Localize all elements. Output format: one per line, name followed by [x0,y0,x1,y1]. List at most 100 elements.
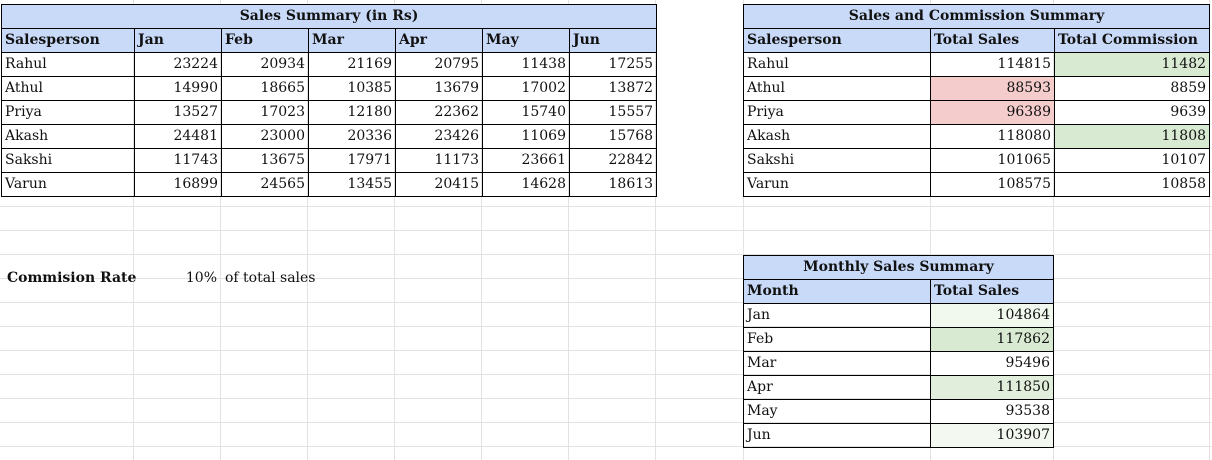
table-row: May 93538 [743,399,1054,424]
value-cell[interactable]: 15557 [568,100,658,125]
value-cell[interactable]: 15768 [568,124,658,149]
value-cell[interactable]: 96389 [930,100,1055,125]
value-cell[interactable]: 22842 [568,148,658,173]
value-cell[interactable]: 101065 [930,148,1055,173]
header-cell[interactable]: Jun [568,28,658,53]
value-cell[interactable]: 23000 [221,124,309,149]
value-cell[interactable]: 17002 [482,76,570,101]
value-cell[interactable]: 15740 [482,100,570,125]
value-cell[interactable]: 23661 [482,148,570,173]
value-cell[interactable]: 11743 [134,148,222,173]
value-cell[interactable]: 111850 [930,375,1054,400]
header-cell[interactable]: May [482,28,570,53]
table-row: Priya 96389 9639 [743,100,1211,125]
value-cell[interactable]: 17971 [308,148,396,173]
value-cell[interactable]: 20415 [395,172,483,197]
value-cell[interactable]: 88593 [930,76,1055,101]
value-cell[interactable]: 20795 [395,52,483,77]
value-cell[interactable]: 13675 [221,148,309,173]
row-label-cell[interactable]: Akash [1,124,135,149]
header-cell[interactable]: Salesperson [743,28,931,53]
value-cell[interactable]: 13527 [134,100,222,125]
value-cell[interactable]: 118080 [930,124,1055,149]
header-cell[interactable]: Apr [395,28,483,53]
table-row: Feb 117862 [743,327,1054,352]
value-cell[interactable]: 10858 [1053,172,1211,197]
monthly-summary-title[interactable]: Monthly Sales Summary [743,255,1054,280]
value-cell[interactable]: 20336 [308,124,396,149]
header-cell[interactable]: Total Commission [1053,28,1211,53]
value-cell[interactable]: 11173 [395,148,483,173]
commission-rate-value[interactable]: 10% [185,270,217,286]
row-label-cell[interactable]: Jan [743,303,931,328]
table-row: Akash 118080 11808 [743,124,1211,149]
value-cell[interactable]: 13679 [395,76,483,101]
value-cell[interactable]: 21169 [308,52,396,77]
value-cell[interactable]: 10385 [308,76,396,101]
row-label-cell[interactable]: Jun [743,423,931,448]
value-cell[interactable]: 95496 [930,351,1054,376]
value-cell[interactable]: 13872 [568,76,658,101]
table-row: Rahul 23224 20934 21169 20795 11438 17255 [1,52,658,77]
row-label-cell[interactable]: Feb [743,327,931,352]
row-label-cell[interactable]: Sakshi [1,148,135,173]
monthly-summary-header-row: Month Total Sales [743,279,1054,304]
row-label-cell[interactable]: Akash [743,124,931,149]
table-row: Mar 95496 [743,351,1054,376]
value-cell[interactable]: 117862 [930,327,1054,352]
value-cell[interactable]: 93538 [930,399,1054,424]
value-cell[interactable]: 17255 [568,52,658,77]
value-cell[interactable]: 24481 [134,124,222,149]
row-label-cell[interactable]: Rahul [743,52,931,77]
header-cell[interactable]: Salesperson [1,28,135,53]
row-label-cell[interactable]: Athul [743,76,931,101]
value-cell[interactable]: 17023 [221,100,309,125]
value-cell[interactable]: 13455 [308,172,396,197]
table-row: Rahul 114815 11482 [743,52,1211,77]
value-cell[interactable]: 24565 [221,172,309,197]
value-cell[interactable]: 8859 [1053,76,1211,101]
row-label-cell[interactable]: Priya [1,100,135,125]
row-label-cell[interactable]: Athul [1,76,135,101]
row-label-cell[interactable]: Rahul [1,52,135,77]
value-cell[interactable]: 20934 [221,52,309,77]
value-cell[interactable]: 11808 [1053,124,1211,149]
header-cell[interactable]: Total Sales [930,28,1055,53]
value-cell[interactable]: 104864 [930,303,1054,328]
header-cell[interactable]: Month [743,279,931,304]
value-cell[interactable]: 14990 [134,76,222,101]
value-cell[interactable]: 103907 [930,423,1054,448]
value-cell[interactable]: 18613 [568,172,658,197]
row-label-cell[interactable]: Varun [1,172,135,197]
value-cell[interactable]: 12180 [308,100,396,125]
value-cell[interactable]: 18665 [221,76,309,101]
header-cell[interactable]: Jan [134,28,222,53]
row-label-cell[interactable]: May [743,399,931,424]
row-label-cell[interactable]: Varun [743,172,931,197]
commission-rate-note[interactable]: of total sales [225,270,316,286]
row-label-cell[interactable]: Apr [743,375,931,400]
value-cell[interactable]: 22362 [395,100,483,125]
table-row: Varun 16899 24565 13455 20415 14628 18613 [1,172,658,197]
value-cell[interactable]: 11482 [1053,52,1211,77]
header-cell[interactable]: Total Sales [930,279,1054,304]
value-cell[interactable]: 11069 [482,124,570,149]
row-label-cell[interactable]: Priya [743,100,931,125]
value-cell[interactable]: 14628 [482,172,570,197]
row-label-cell[interactable]: Sakshi [743,148,931,173]
row-label-cell[interactable]: Mar [743,351,931,376]
sales-summary-title[interactable]: Sales Summary (in Rs) [0,4,658,29]
sales-summary-table: Sales Summary (in Rs) Salesperson Jan Fe… [0,4,658,197]
value-cell[interactable]: 114815 [930,52,1055,77]
header-cell[interactable]: Mar [308,28,396,53]
value-cell[interactable]: 10107 [1053,148,1211,173]
value-cell[interactable]: 11438 [482,52,570,77]
header-cell[interactable]: Feb [221,28,309,53]
commission-summary-title[interactable]: Sales and Commission Summary [742,4,1211,29]
value-cell[interactable]: 16899 [134,172,222,197]
value-cell[interactable]: 23224 [134,52,222,77]
value-cell[interactable]: 108575 [930,172,1055,197]
value-cell[interactable]: 23426 [395,124,483,149]
commission-rate-label[interactable]: Commision Rate [7,270,137,286]
value-cell[interactable]: 9639 [1053,100,1211,125]
